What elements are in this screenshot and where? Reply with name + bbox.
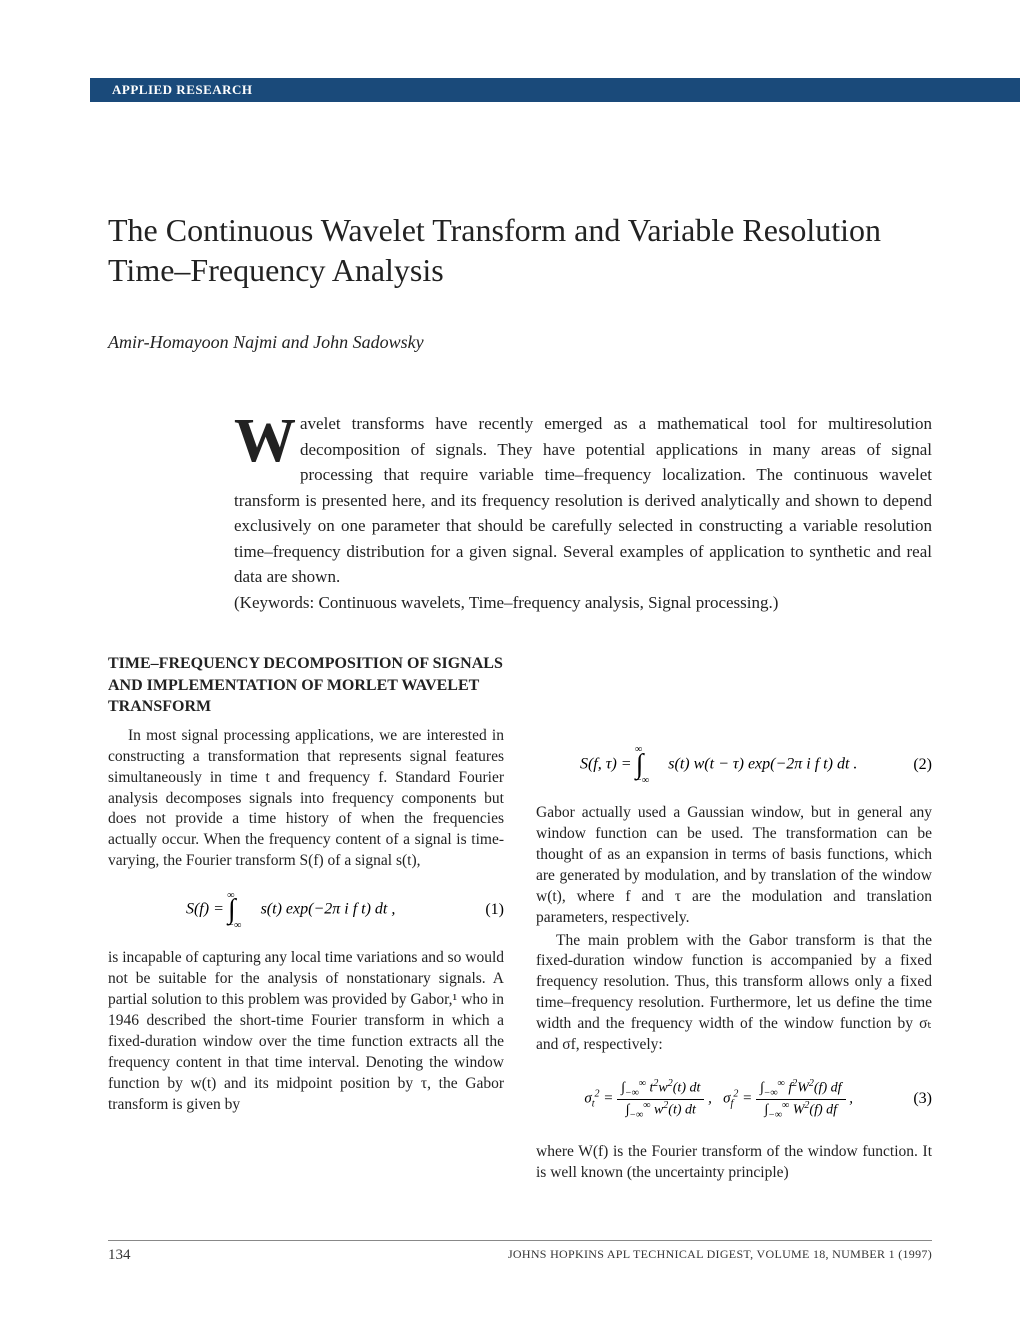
paper-title: The Continuous Wavelet Transform and Var… bbox=[108, 210, 932, 290]
right-para-2: The main problem with the Gabor transfor… bbox=[536, 931, 932, 1057]
two-column-layout: TIME–FREQUENCY DECOMPOSITION OF SIGNALS … bbox=[108, 653, 932, 1184]
header-bar: APPLIED RESEARCH bbox=[90, 78, 1020, 102]
page-content: The Continuous Wavelet Transform and Var… bbox=[108, 210, 932, 1184]
page-footer: 134 JOHNS HOPKINS APL TECHNICAL DIGEST, … bbox=[108, 1240, 932, 1264]
journal-info: JOHNS HOPKINS APL TECHNICAL DIGEST, VOLU… bbox=[508, 1247, 932, 1264]
left-column: TIME–FREQUENCY DECOMPOSITION OF SIGNALS … bbox=[108, 653, 504, 1184]
left-para-2: is incapable of capturing any local time… bbox=[108, 948, 504, 1115]
equation-2-number: (2) bbox=[913, 756, 932, 774]
abstract: Wavelet transforms have recently emerged… bbox=[234, 411, 932, 615]
equation-2: S(f, τ) = ∫−∞∞ s(t) w(t − τ) exp(−2π i f… bbox=[536, 749, 932, 781]
equation-3-body: σt2 = ∫−∞∞ t2w2(t) dt ∫−∞∞ w2(t) dt , σf… bbox=[536, 1078, 901, 1120]
equation-2-body: S(f, τ) = ∫−∞∞ s(t) w(t − τ) exp(−2π i f… bbox=[536, 749, 901, 781]
section-heading: TIME–FREQUENCY DECOMPOSITION OF SIGNALS … bbox=[108, 653, 504, 718]
page-number: 134 bbox=[108, 1247, 131, 1264]
right-para-1: Gabor actually used a Gaussian window, b… bbox=[536, 803, 932, 929]
keywords: (Keywords: Continuous wavelets, Time–fre… bbox=[234, 590, 932, 616]
equation-3-number: (3) bbox=[913, 1090, 932, 1108]
authors: Amir-Homayoon Najmi and John Sadowsky bbox=[108, 332, 932, 353]
equation-1-body: S(f) = ∫−∞∞ s(t) exp(−2π i f t) dt , bbox=[108, 894, 473, 926]
right-column: S(f, τ) = ∫−∞∞ s(t) w(t − τ) exp(−2π i f… bbox=[536, 653, 932, 1184]
equation-1: S(f) = ∫−∞∞ s(t) exp(−2π i f t) dt , (1) bbox=[108, 894, 504, 926]
drop-cap: W bbox=[234, 417, 296, 467]
left-para-1: In most signal processing applications, … bbox=[108, 726, 504, 872]
equation-1-number: (1) bbox=[485, 901, 504, 919]
abstract-body: avelet transforms have recently emerged … bbox=[234, 414, 932, 586]
right-para-3: where W(f) is the Fourier transform of t… bbox=[536, 1142, 932, 1184]
equation-3: σt2 = ∫−∞∞ t2w2(t) dt ∫−∞∞ w2(t) dt , σf… bbox=[536, 1078, 932, 1120]
section-label: APPLIED RESEARCH bbox=[112, 82, 253, 98]
abstract-text: Wavelet transforms have recently emerged… bbox=[234, 411, 932, 590]
